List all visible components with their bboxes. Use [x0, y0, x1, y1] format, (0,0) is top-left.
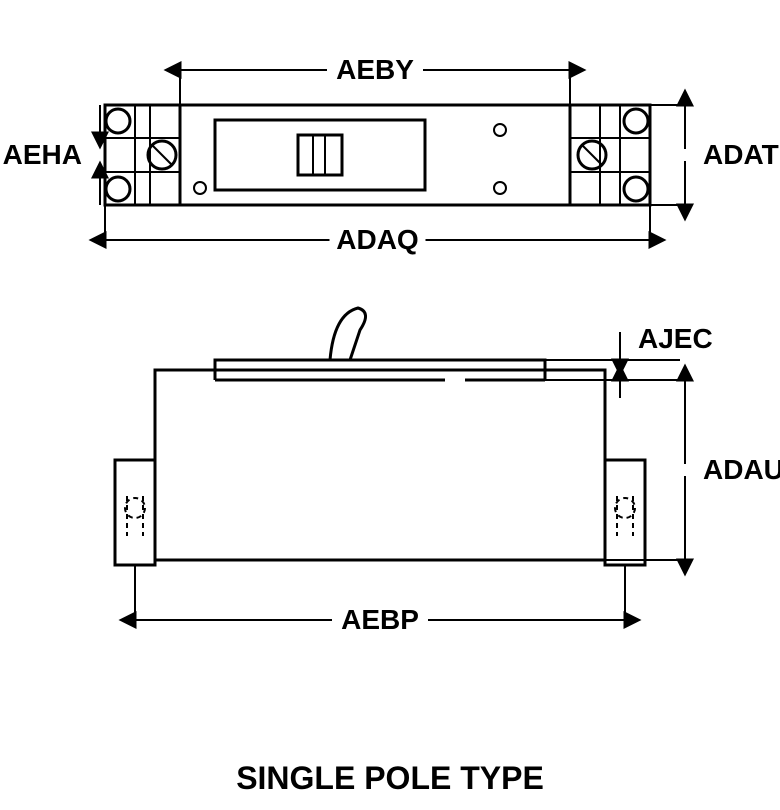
dimensions: AEBY ADAQ ADAT AEHA AJEC ADAU AEBP	[3, 54, 780, 635]
svg-text:AEBY: AEBY	[336, 54, 414, 85]
side-view	[115, 308, 645, 565]
svg-text:AEBP: AEBP	[341, 604, 419, 635]
svg-text:ADAQ: ADAQ	[336, 224, 418, 255]
top-view	[105, 105, 650, 205]
svg-text:AEHA: AEHA	[3, 139, 82, 170]
technical-drawing: AEBY ADAQ ADAT AEHA AJEC ADAU AEBP	[0, 0, 780, 810]
svg-text:AJEC: AJEC	[638, 323, 713, 354]
svg-text:ADAT: ADAT	[703, 139, 779, 170]
diagram-title: SINGLE POLE TYPE	[0, 760, 780, 797]
svg-text:ADAU: ADAU	[703, 454, 780, 485]
